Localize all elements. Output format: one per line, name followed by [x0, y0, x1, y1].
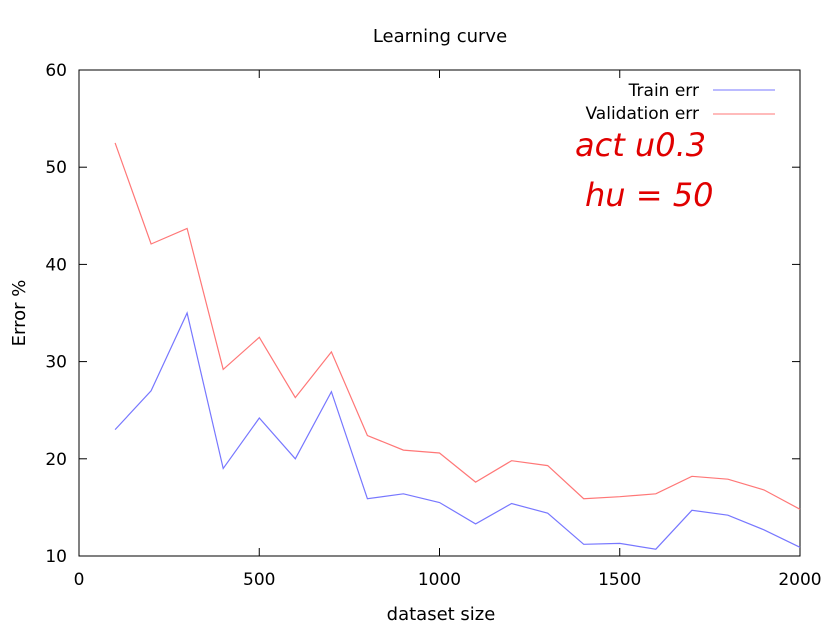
series-line-train [114, 311, 801, 550]
y-axis: 10 20 30 40 50 60 [45, 61, 800, 567]
x-tick-label: 500 [243, 570, 275, 590]
legend: Train err Validation err [586, 81, 775, 124]
y-tick-label: 20 [45, 450, 67, 470]
x-axis: 0 500 1000 1500 2000 [74, 70, 822, 590]
x-axis-label: dataset size [387, 604, 496, 625]
x-tick-label: 2000 [778, 570, 821, 590]
y-tick-label: 50 [45, 158, 67, 178]
y-axis-label: Error % [9, 280, 30, 347]
x-tick-label: 1000 [418, 570, 461, 590]
handwritten-note-hu: hu = 50 [585, 176, 713, 214]
legend-label-validation: Validation err [586, 104, 700, 124]
y-tick-label: 60 [45, 61, 67, 81]
x-tick-label: 0 [74, 570, 85, 590]
y-tick-label: 30 [45, 353, 67, 373]
series-layer [114, 142, 801, 550]
legend-label-train: Train err [628, 81, 699, 101]
y-tick-label: 10 [45, 547, 67, 567]
handwritten-note-act: act u0.3 [575, 126, 706, 164]
series-line-validation [114, 142, 801, 510]
y-tick-label: 40 [45, 255, 67, 275]
chart-title: Learning curve [373, 26, 507, 47]
x-tick-label: 1500 [598, 570, 641, 590]
